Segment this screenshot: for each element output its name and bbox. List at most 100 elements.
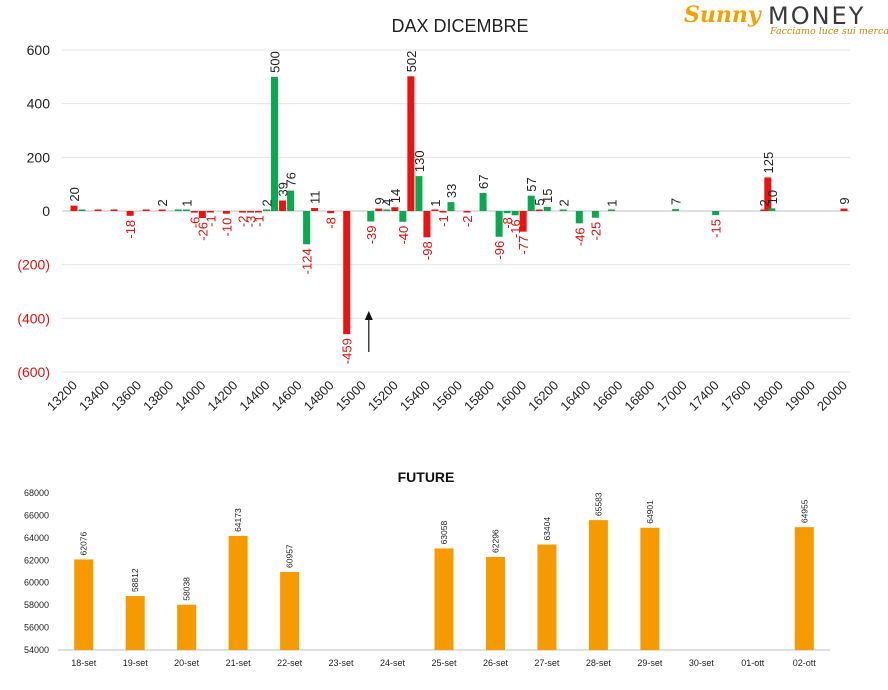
dax-data-label: 7 (669, 198, 684, 205)
dax-data-label: 5 (532, 198, 547, 205)
future-bar (485, 556, 505, 650)
dax-x-tick-label: 16400 (557, 378, 593, 414)
dax-data-label: 33 (444, 184, 459, 198)
future-bar (280, 571, 300, 650)
future-x-tick-label: 30-set (689, 658, 715, 668)
dax-data-label: 14 (388, 189, 403, 203)
dax-data-label: -6 (187, 217, 202, 229)
dax-data-label: -26 (195, 222, 210, 241)
dax-bar (519, 211, 527, 232)
dax-bar (190, 211, 198, 213)
dax-dicembre-chart: DAX DICEMBRE 600 400 200 0 (200) (400) (600) 2… (17, 16, 852, 414)
dax-x-tick-label: 14600 (269, 378, 305, 414)
dax-bar (206, 211, 214, 213)
dax-x-tick-label: 13800 (140, 378, 176, 414)
dax-x-tick-label: 15000 (333, 378, 369, 414)
dax-y-axis: 600 400 200 0 (200) (400) (600) (17, 42, 50, 380)
future-bar (640, 527, 660, 650)
dax-data-label: -8 (500, 217, 515, 229)
future-y-tick-label: 56000 (24, 623, 49, 633)
future-chart: FUTURE 54000 56000 58000 60000 62000 64000 660… (24, 469, 830, 668)
dax-bar (447, 202, 455, 211)
dax-data-label: 500 (268, 51, 283, 73)
dax-x-tick-label: 19000 (782, 378, 818, 414)
dax-bar (78, 209, 86, 211)
dax-bar (591, 211, 599, 218)
dax-bar (527, 195, 535, 211)
dax-data-label: -8 (324, 217, 339, 229)
dax-data-labels: 20-182 1-6-26-1 -10 -2-3-125003976-12411-8-… (67, 51, 852, 365)
dax-data-label: -46 (572, 227, 587, 246)
future-bars (74, 520, 814, 650)
future-x-tick-label: 18-set (71, 658, 97, 668)
dax-x-tick-label: 13400 (76, 378, 112, 414)
dax-bar (768, 208, 776, 211)
future-data-label: 63058 (439, 521, 449, 545)
future-x-tick-label: 25-set (431, 658, 457, 668)
dax-data-label: -459 (340, 338, 355, 364)
dax-data-label: -1 (203, 215, 218, 227)
future-data-label: 63404 (542, 517, 552, 541)
future-data-label: 64955 (799, 499, 809, 523)
dax-bar (287, 190, 295, 211)
dax-data-label: 502 (404, 51, 419, 73)
dax-data-label: -96 (492, 241, 507, 260)
dax-data-label: 15 (540, 189, 555, 203)
dax-bar (672, 209, 680, 211)
dax-x-tick-label: 15800 (461, 378, 497, 414)
dax-bar (431, 209, 439, 211)
dax-data-label: 76 (284, 172, 299, 186)
future-data-label: 58812 (130, 568, 140, 592)
dax-y-tick-label: (600) (17, 364, 50, 380)
dax-bar (559, 209, 567, 211)
dax-data-label: -39 (364, 225, 379, 244)
arrow-head (364, 311, 373, 320)
dax-bar (311, 208, 319, 211)
dax-data-label: 10 (765, 190, 780, 204)
dax-bar (158, 209, 166, 211)
dax-bar (271, 76, 279, 211)
dax-bar (479, 193, 487, 211)
future-y-tick-label: 64000 (24, 533, 49, 543)
dax-y-tick-label: 200 (27, 149, 51, 165)
dax-x-tick-label: 18000 (750, 378, 786, 414)
dax-x-tick-label: 16000 (493, 378, 529, 414)
dax-bar (543, 206, 551, 211)
dax-bar (764, 177, 772, 211)
logo-tagline: Facciamo luce sui mercati (770, 26, 888, 37)
dax-bar (303, 211, 311, 245)
future-data-label: 62076 (79, 532, 89, 556)
dax-bar (375, 208, 383, 211)
logo-brand-sunny: Sunny (684, 2, 761, 28)
dax-data-label: 20 (67, 187, 82, 201)
dax-bar (246, 211, 254, 213)
dax-bar (126, 211, 134, 216)
future-x-tick-label: 22-set (277, 658, 303, 668)
dax-bar (182, 209, 190, 211)
future-x-tick-label: 28-set (586, 658, 612, 668)
dax-chart-title: DAX DICEMBRE (391, 16, 528, 36)
dax-data-label: 11 (308, 191, 323, 205)
dax-bar (575, 211, 583, 224)
dax-bar (439, 211, 447, 213)
dax-bar (142, 209, 150, 211)
dax-data-label: 9 (372, 197, 387, 204)
future-x-tick-label: 26-set (483, 658, 509, 668)
dax-y-tick-label: 600 (27, 42, 51, 58)
dax-data-label: -1 (251, 215, 266, 227)
future-bar (794, 527, 814, 650)
dax-bar (94, 209, 102, 211)
future-x-tick-label: 21-set (226, 658, 252, 668)
future-bar (177, 604, 197, 650)
dax-bar (463, 211, 471, 213)
dax-x-tick-label: 14000 (172, 378, 208, 414)
future-x-tick-label: 19-set (123, 658, 149, 668)
dax-bar (110, 209, 118, 211)
future-data-label: 65583 (593, 492, 603, 516)
dax-y-tick-label: (200) (17, 257, 50, 273)
future-y-tick-label: 54000 (24, 645, 49, 655)
dax-bar (343, 211, 351, 335)
dax-bar (760, 209, 768, 211)
dax-x-tick-label: 17400 (686, 378, 722, 414)
future-y-tick-label: 66000 (24, 510, 49, 520)
